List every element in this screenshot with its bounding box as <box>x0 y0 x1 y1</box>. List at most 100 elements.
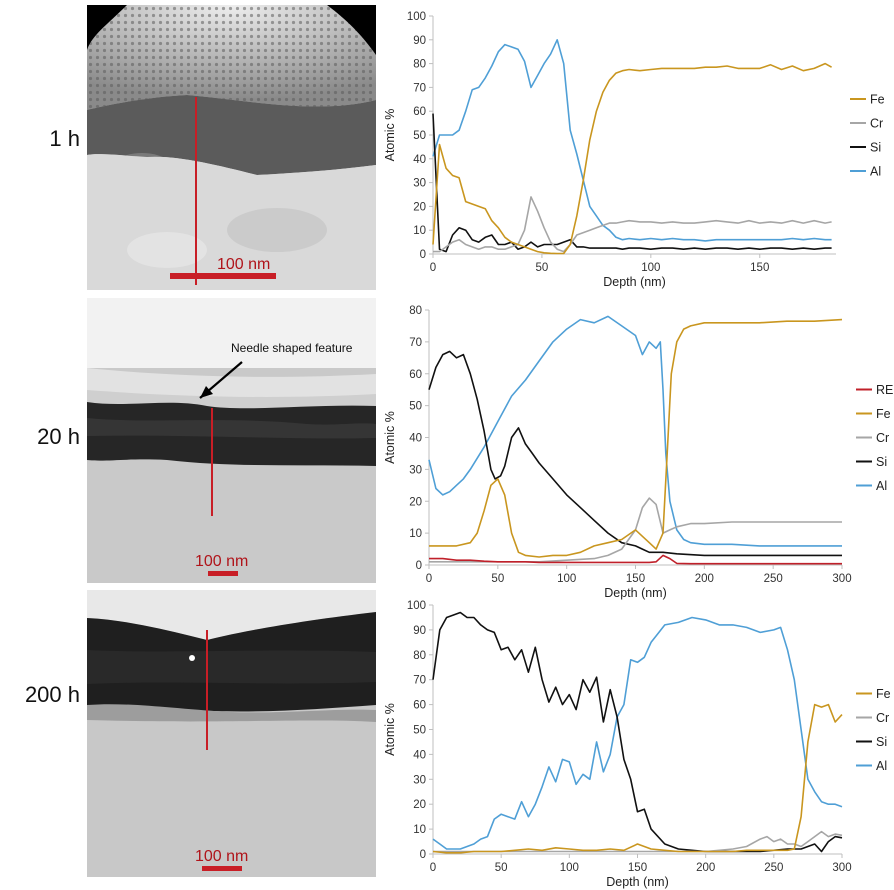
series-line-re <box>429 554 842 565</box>
x-tick-label: 250 <box>764 862 783 874</box>
y-tick-label: 90 <box>413 35 426 47</box>
x-tick-label: 150 <box>750 262 769 274</box>
legend-label-cr: Cr <box>870 117 883 131</box>
y-axis-title: Atomic % <box>383 703 397 756</box>
scale-bar-200h <box>202 866 242 871</box>
needle-annotation: Needle shaped feature <box>231 341 353 355</box>
legend-label-fe: Fe <box>876 407 891 421</box>
y-axis-title: Atomic % <box>383 411 397 464</box>
legend-label-re: RE <box>876 383 893 397</box>
y-tick-label: 10 <box>413 824 426 836</box>
y-tick-label: 10 <box>409 528 422 540</box>
series-line-si <box>428 350 842 557</box>
row-label-200h: 200 h <box>24 682 80 707</box>
y-tick-label: 0 <box>420 249 426 261</box>
series-line-al <box>432 38 832 242</box>
y-tick-label: 60 <box>413 106 426 118</box>
y-tick-label: 40 <box>413 154 426 166</box>
legend-label-cr: Cr <box>876 431 889 445</box>
series-line-cr <box>433 196 832 253</box>
y-tick-label: 60 <box>413 700 426 712</box>
series-line-fe <box>432 703 843 854</box>
x-tick-label: 150 <box>628 862 647 874</box>
legend-label-si: Si <box>870 141 881 155</box>
series-line-cr <box>433 830 843 853</box>
y-tick-label: 30 <box>413 178 426 190</box>
scale-bar-1h <box>170 273 276 279</box>
series-line-al <box>428 315 842 547</box>
y-tick-label: 50 <box>413 130 426 142</box>
y-tick-label: 80 <box>413 59 426 71</box>
chart-200h: 0 10 20 30 40 50 60 70 80 90 100 0 50 100 150 200 250 300… <box>380 592 894 890</box>
chart-1h: 0 10 20 30 40 50 60 70 80 90 100 0 50 100 150 Depth (nm… <box>380 0 894 295</box>
y-tick-label: 100 <box>407 600 426 612</box>
y-tick-label: 80 <box>409 305 422 317</box>
y-tick-label: 70 <box>413 82 426 94</box>
tem-image-20h: Needle shaped feature 100 nm <box>87 298 376 583</box>
scale-label-1h: 100 nm <box>217 256 270 273</box>
y-tick-label: 20 <box>413 201 426 213</box>
y-tick-label: 70 <box>413 675 426 687</box>
y-tick-label: 80 <box>413 650 426 662</box>
x-axis-title: Depth (nm) <box>603 275 666 289</box>
composition-chart-200h: 0 10 20 30 40 50 60 70 80 90 100 0 50 100 150 200 250 300… <box>383 600 891 889</box>
x-tick-label: 100 <box>641 262 660 274</box>
x-tick-label: 250 <box>764 573 783 585</box>
x-tick-label: 200 <box>696 862 715 874</box>
composition-chart-20h: 0 10 20 30 40 50 60 70 80 0 50 100 150 200 250 300 Depth… <box>383 305 893 600</box>
legend-label-cr: Cr <box>876 711 889 725</box>
x-tick-label: 0 <box>426 573 432 585</box>
chart-20h: 0 10 20 30 40 50 60 70 80 0 50 100 150 200 250 300 Depth… <box>380 298 894 600</box>
x-tick-label: 200 <box>695 573 714 585</box>
y-tick-label: 0 <box>420 849 426 861</box>
row-label-1h: 1 h <box>49 126 80 151</box>
series-line-si <box>432 611 843 853</box>
y-tick-label: 70 <box>409 337 422 349</box>
x-tick-label: 50 <box>491 573 504 585</box>
x-tick-label: 0 <box>430 862 436 874</box>
tem-image-200h: 100 nm <box>87 590 376 877</box>
x-axis-title: Depth (nm) <box>606 875 669 889</box>
series-line-al <box>432 616 843 850</box>
x-tick-label: 50 <box>495 862 508 874</box>
y-tick-label: 40 <box>409 433 422 445</box>
y-tick-label: 100 <box>407 11 426 23</box>
legend-label-al: Al <box>870 165 881 179</box>
scale-label-200h: 100 nm <box>195 848 248 865</box>
series-line-fe <box>429 318 843 558</box>
legend-label-al: Al <box>876 479 887 493</box>
legend-label-fe: Fe <box>870 93 885 107</box>
x-tick-label: 50 <box>536 262 549 274</box>
y-tick-label: 0 <box>416 560 422 572</box>
x-tick-label: 300 <box>832 573 851 585</box>
y-tick-label: 50 <box>409 401 422 413</box>
scale-bar-20h <box>208 571 238 576</box>
y-axis-title: Atomic % <box>383 109 397 162</box>
legend-label-fe: Fe <box>876 687 891 701</box>
x-axis-title: Depth (nm) <box>604 586 667 600</box>
y-tick-label: 50 <box>413 725 426 737</box>
y-tick-label: 20 <box>409 496 422 508</box>
series-line-fe <box>432 62 832 255</box>
x-tick-label: 100 <box>557 573 576 585</box>
y-tick-label: 30 <box>409 464 422 476</box>
y-tick-label: 60 <box>409 369 422 381</box>
legend-label-al: Al <box>876 759 887 773</box>
scale-label-20h: 100 nm <box>195 553 248 570</box>
x-tick-label: 100 <box>560 862 579 874</box>
legend-label-si: Si <box>876 455 887 469</box>
series-line-si <box>432 113 832 253</box>
legend-label-si: Si <box>876 735 887 749</box>
row-label-20h: 20 h <box>37 424 80 449</box>
x-tick-label: 300 <box>832 862 851 874</box>
y-tick-label: 40 <box>413 749 426 761</box>
y-tick-label: 90 <box>413 625 426 637</box>
tem-image-1h: 100 nm <box>87 5 376 290</box>
y-tick-label: 20 <box>413 799 426 811</box>
composition-chart-1h: 0 10 20 30 40 50 60 70 80 90 100 0 50 100 150 Depth (nm… <box>383 11 885 289</box>
y-tick-label: 10 <box>413 225 426 237</box>
y-tick-label: 30 <box>413 774 426 786</box>
x-tick-label: 0 <box>430 262 436 274</box>
needle-arrow-head <box>200 386 213 398</box>
x-tick-label: 150 <box>626 573 645 585</box>
